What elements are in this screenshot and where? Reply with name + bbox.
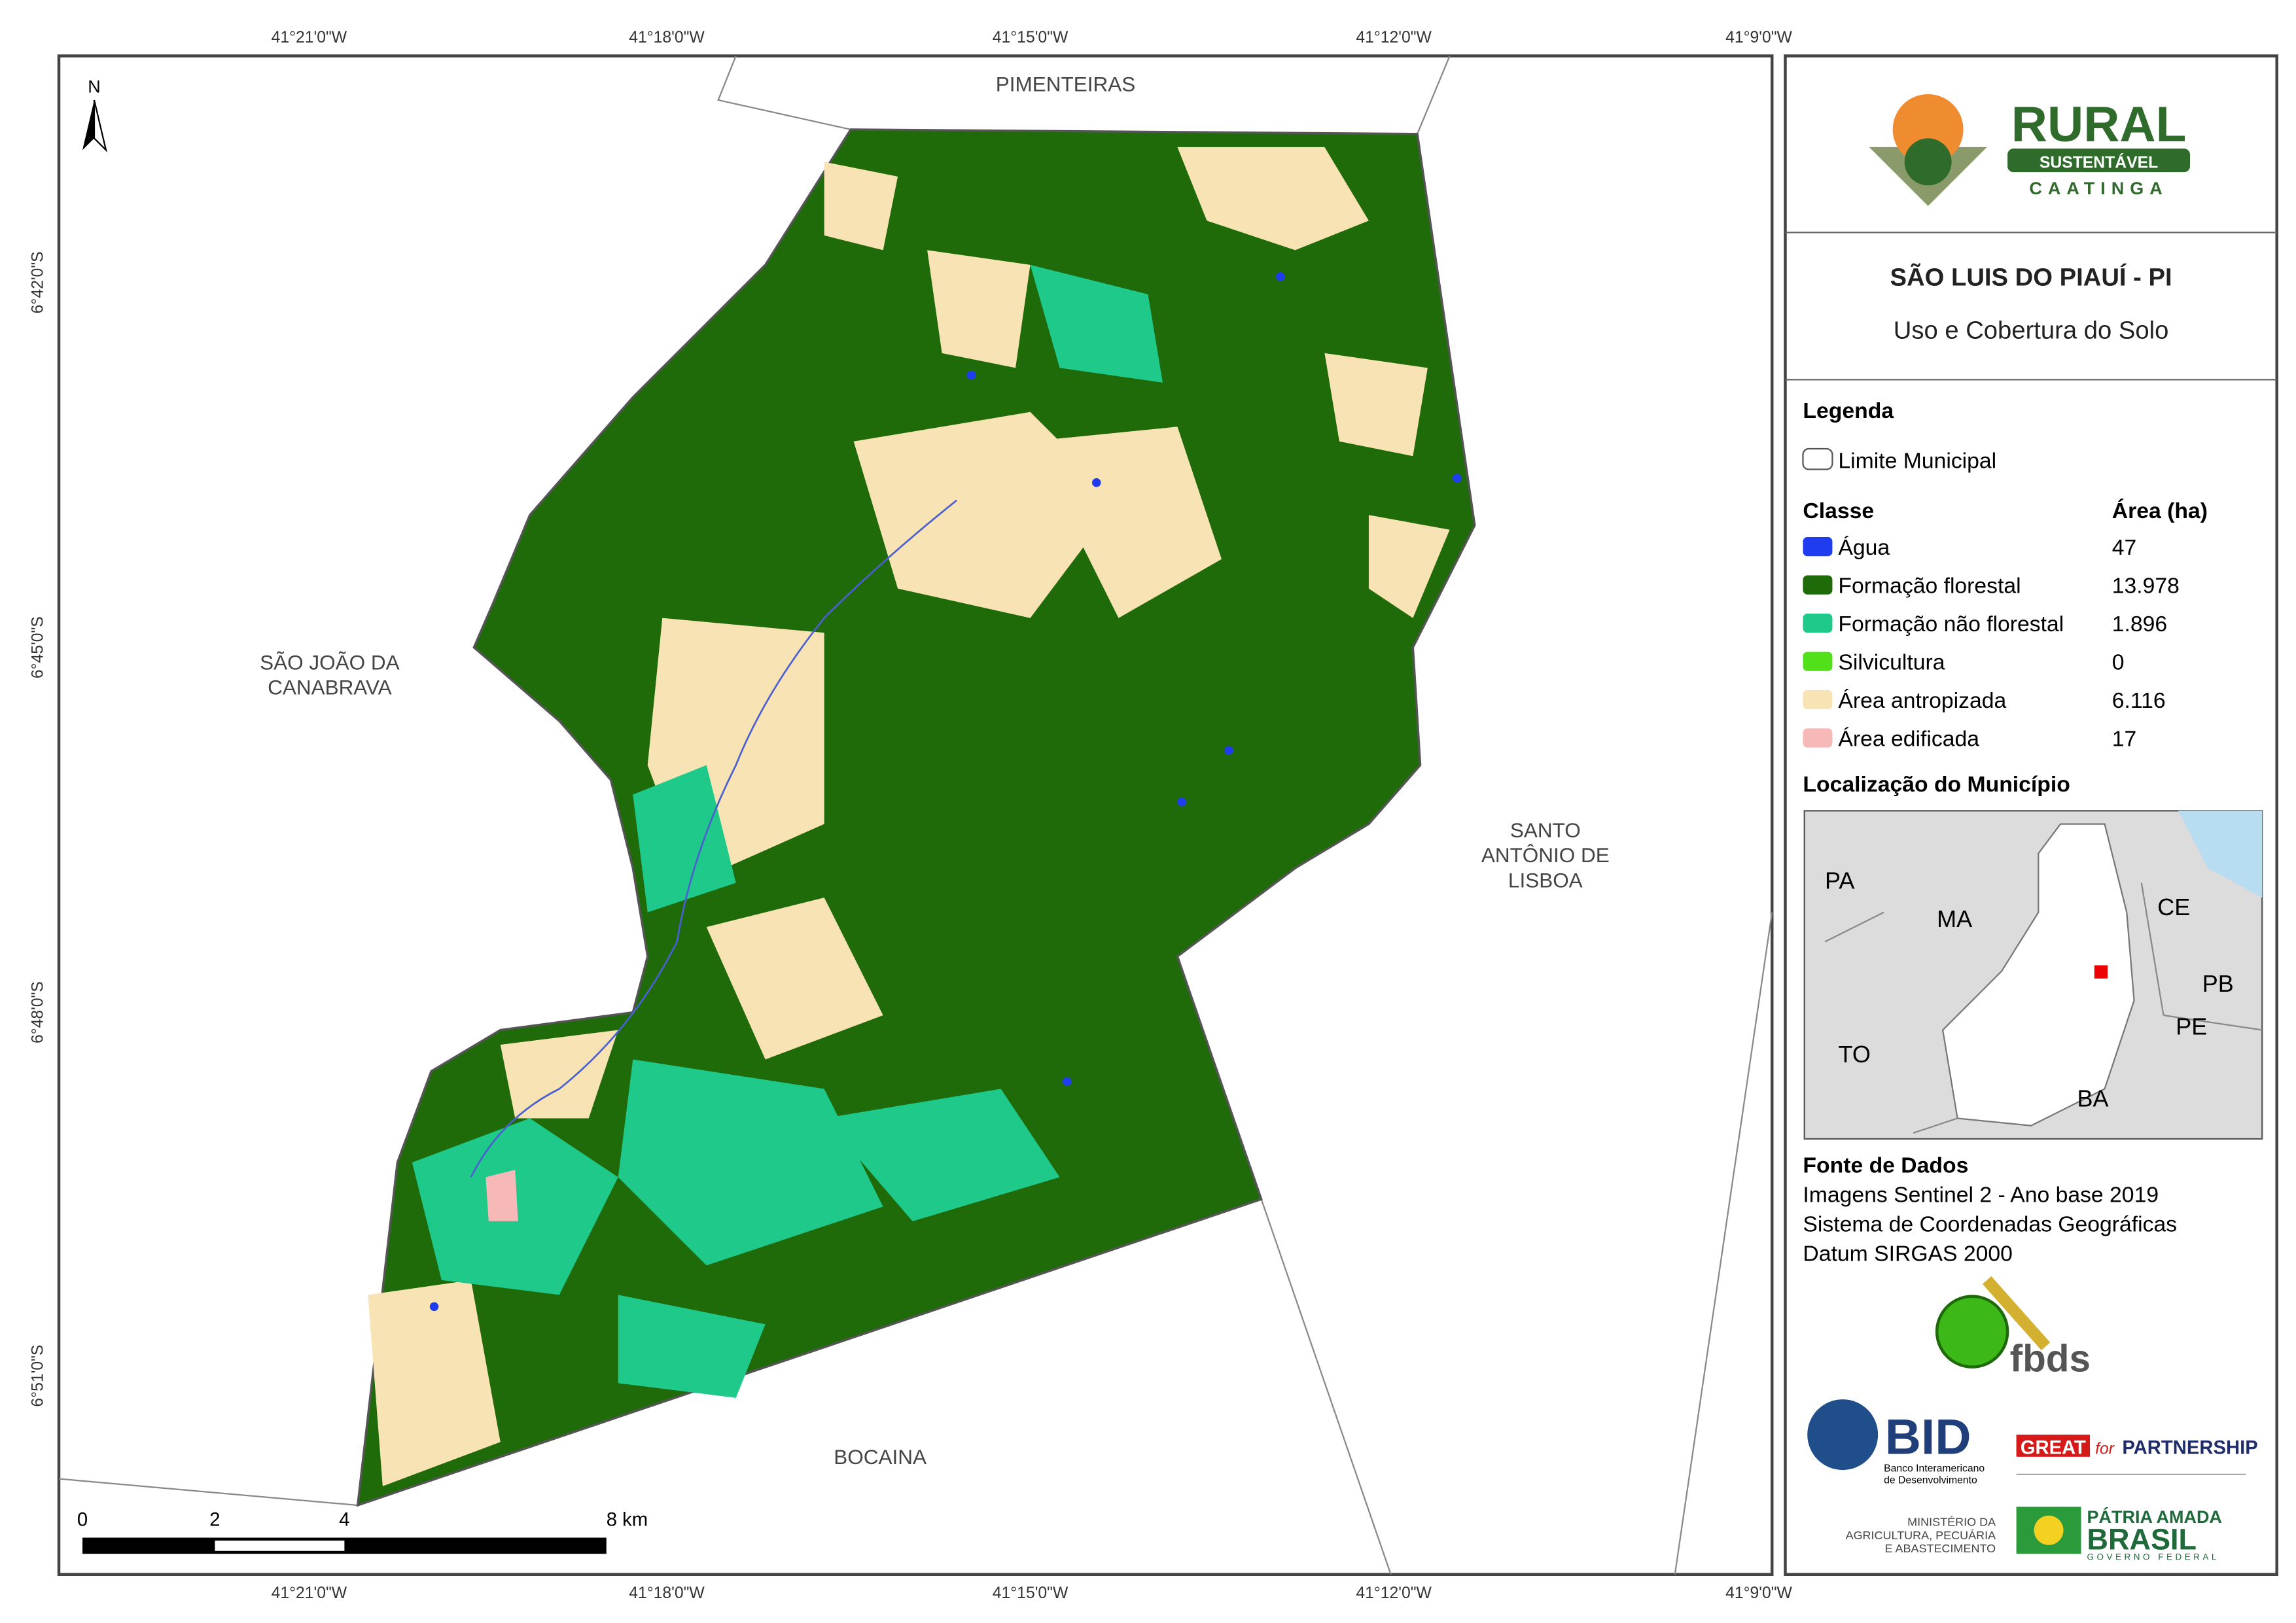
scale-bar [82, 1537, 607, 1554]
legend-area: 17 [2112, 726, 2137, 751]
bottom-tick-label: 41°15'0"W [993, 1584, 1069, 1602]
scale-label: 2 [209, 1510, 220, 1531]
scale-label: 8 km [607, 1510, 648, 1531]
legend-swatch [1803, 537, 1833, 557]
subtitle: Uso e Cobertura do Solo [1894, 316, 2169, 344]
logo-sub: SUSTENTÁVEL [2040, 153, 2158, 171]
legend-class: Silvicultura [1838, 650, 1945, 674]
legend-swatch [1803, 728, 1833, 748]
fbds-text: fbds [2010, 1337, 2091, 1380]
source-line: Sistema de Coordenadas Geográficas [1803, 1212, 2177, 1237]
legend-area: 0 [2112, 650, 2125, 674]
location-title: Localização do Município [1803, 772, 2070, 797]
bottom-tick-label: 41°18'0"W [629, 1584, 705, 1602]
municipality [356, 128, 1476, 1507]
place-label: LISBOA [1508, 868, 1583, 892]
fbds-logo [1935, 1276, 2051, 1369]
brasil-logo [2016, 1507, 2081, 1554]
water-bodies [429, 272, 1462, 1312]
inset-label: PE [2176, 1013, 2207, 1039]
place-label: SANTO [1510, 818, 1581, 842]
legend-class: Formação florestal [1838, 573, 2021, 598]
title: SÃO LUIS DO PIAUÍ - PI [1890, 262, 2172, 291]
legend-header: Área (ha) [2112, 498, 2208, 523]
sources-title: Fonte de Dados [1803, 1153, 1968, 1178]
inset-label: PA [1825, 867, 1854, 894]
bid-text: BID [1885, 1409, 1971, 1465]
ministry: MINISTÉRIO DA [1907, 1516, 1996, 1529]
neighbor-boundaries [58, 56, 1773, 1575]
anthropized-patches [368, 147, 1450, 1486]
great-partnership: PARTNERSHIP [2122, 1437, 2257, 1458]
place-label: CANABRAVA [268, 676, 392, 699]
bottom-tick-label: 41°21'0"W [272, 1584, 347, 1602]
ministry: E ABASTECIMENTO [1885, 1542, 1996, 1555]
legend-area: 13.978 [2112, 573, 2180, 598]
legend-class: Área antropizada [1838, 688, 2006, 713]
great-text: GREAT [2021, 1437, 2086, 1458]
top-tick-label: 41°12'0"W [1356, 29, 1432, 46]
inset-label: TO [1839, 1041, 1871, 1068]
bid-sub: Banco Interamericano [1884, 1463, 1985, 1474]
built-area [486, 1170, 518, 1221]
left-tick-label: 6°48'0"S [29, 981, 46, 1043]
legend-class: Área edificada [1838, 726, 1979, 751]
left-tick-label: 6°51'0"S [29, 1345, 46, 1407]
rural-logo [1869, 94, 2191, 206]
logo-sub: CAATINGA [2029, 179, 2168, 198]
scale-label: 0 [77, 1510, 88, 1531]
legend-area: 6.116 [2112, 688, 2166, 713]
legend-area: 47 [2112, 535, 2137, 560]
ministry: AGRICULTURA, PECUÁRIA [1846, 1529, 1996, 1542]
legend-swatch [1803, 575, 1833, 595]
place-label: BOCAINA [834, 1445, 927, 1469]
legend-title: Legenda [1803, 398, 1894, 423]
legend-item: Limite Municipal [1838, 448, 1996, 473]
place-label: SÃO JOÃO DA [260, 650, 399, 674]
scale-label: 4 [339, 1510, 349, 1531]
top-tick-label: 41°9'0"W [1725, 29, 1792, 46]
inset-label: CE [2157, 894, 2190, 920]
left-tick-label: 6°42'0"S [29, 251, 46, 313]
great-for: for [2095, 1440, 2115, 1457]
north-label: N [88, 77, 101, 97]
bottom-tick-label: 41°12'0"W [1356, 1584, 1432, 1602]
source-line: Imagens Sentinel 2 - Ano base 2019 [1803, 1183, 2159, 1208]
left-tick-label: 6°45'0"S [29, 616, 46, 678]
brasil: BRASIL [2087, 1523, 2197, 1556]
inset-label: PB [2202, 970, 2234, 997]
top-tick-label: 41°21'0"W [272, 29, 347, 46]
top-tick-label: 41°15'0"W [993, 29, 1069, 46]
governo: GOVERNO FEDERAL [2087, 1552, 2219, 1562]
river [470, 499, 957, 1178]
legend-swatch [1803, 689, 1833, 710]
legend-area: 1.896 [2112, 612, 2167, 637]
legend-header: Classe [1803, 498, 1874, 523]
place-label: PIMENTEIRAS [996, 72, 1135, 96]
bottom-tick-label: 41°9'0"W [1725, 1584, 1792, 1602]
legend-class: Água [1838, 535, 1890, 560]
boundary-swatch [1802, 447, 1833, 470]
inset-label: BA [2077, 1085, 2109, 1111]
bid-sub: de Desenvolvimento [1884, 1475, 1977, 1486]
top-tick-label: 41°18'0"W [629, 29, 705, 46]
location-inset [1803, 810, 2263, 1140]
logo-title: RURAL [2011, 97, 2187, 152]
inset-label: MA [1937, 905, 1972, 932]
great-box [2016, 1435, 2091, 1457]
legend-swatch [1803, 613, 1833, 633]
place-label: ANTÔNIO DE [1481, 843, 1610, 867]
bid-logo [1807, 1399, 1879, 1471]
patria: PÁTRIA AMADA [2087, 1507, 2222, 1527]
legend-class: Formação não florestal [1838, 612, 2064, 637]
source-line: Datum SIRGAS 2000 [1803, 1242, 2012, 1266]
legend-swatch [1803, 652, 1833, 671]
